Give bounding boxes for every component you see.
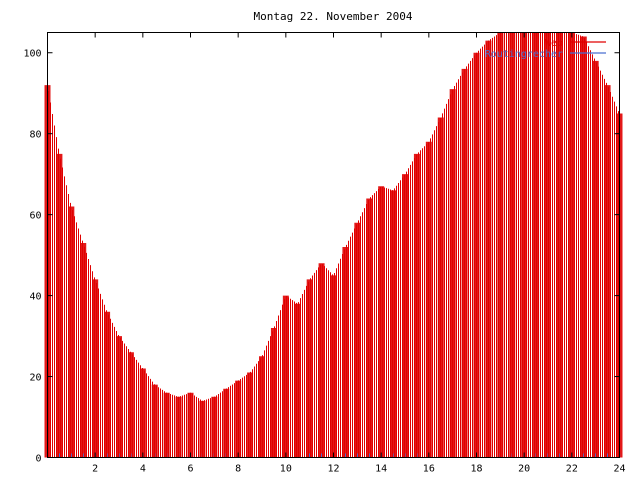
chart-title: Montag 22. November 2004: [254, 10, 413, 23]
legend-label: Web: [545, 38, 563, 49]
series-1: [44, 33, 623, 458]
bar-texture: [48, 33, 619, 458]
x-tick-label: 4: [140, 464, 146, 475]
y-tick-label: 100: [23, 49, 41, 60]
x-tick-label: 20: [518, 464, 530, 475]
x-tick-label: 14: [375, 464, 387, 475]
y-tick-label: 0: [35, 454, 41, 465]
x-tick-label: 2: [92, 464, 98, 475]
x-tick-label: 16: [423, 464, 435, 475]
y-tick-label: 80: [29, 130, 41, 141]
y-tick-label: 20: [29, 373, 41, 384]
x-tick-label: 22: [566, 464, 578, 475]
bars-layer: [44, 33, 623, 458]
x-tick-label: 12: [327, 464, 339, 475]
x-tick-label: 8: [235, 464, 241, 475]
x-tick-label: 18: [470, 464, 482, 475]
legend-label: Routingrecher: [485, 49, 563, 60]
x-tick-label: 10: [280, 464, 292, 475]
x-tick-label: 6: [187, 464, 193, 475]
x-tick-label: 24: [613, 464, 625, 475]
y-tick-label: 60: [29, 211, 41, 222]
y-tick-label: 40: [29, 292, 41, 303]
